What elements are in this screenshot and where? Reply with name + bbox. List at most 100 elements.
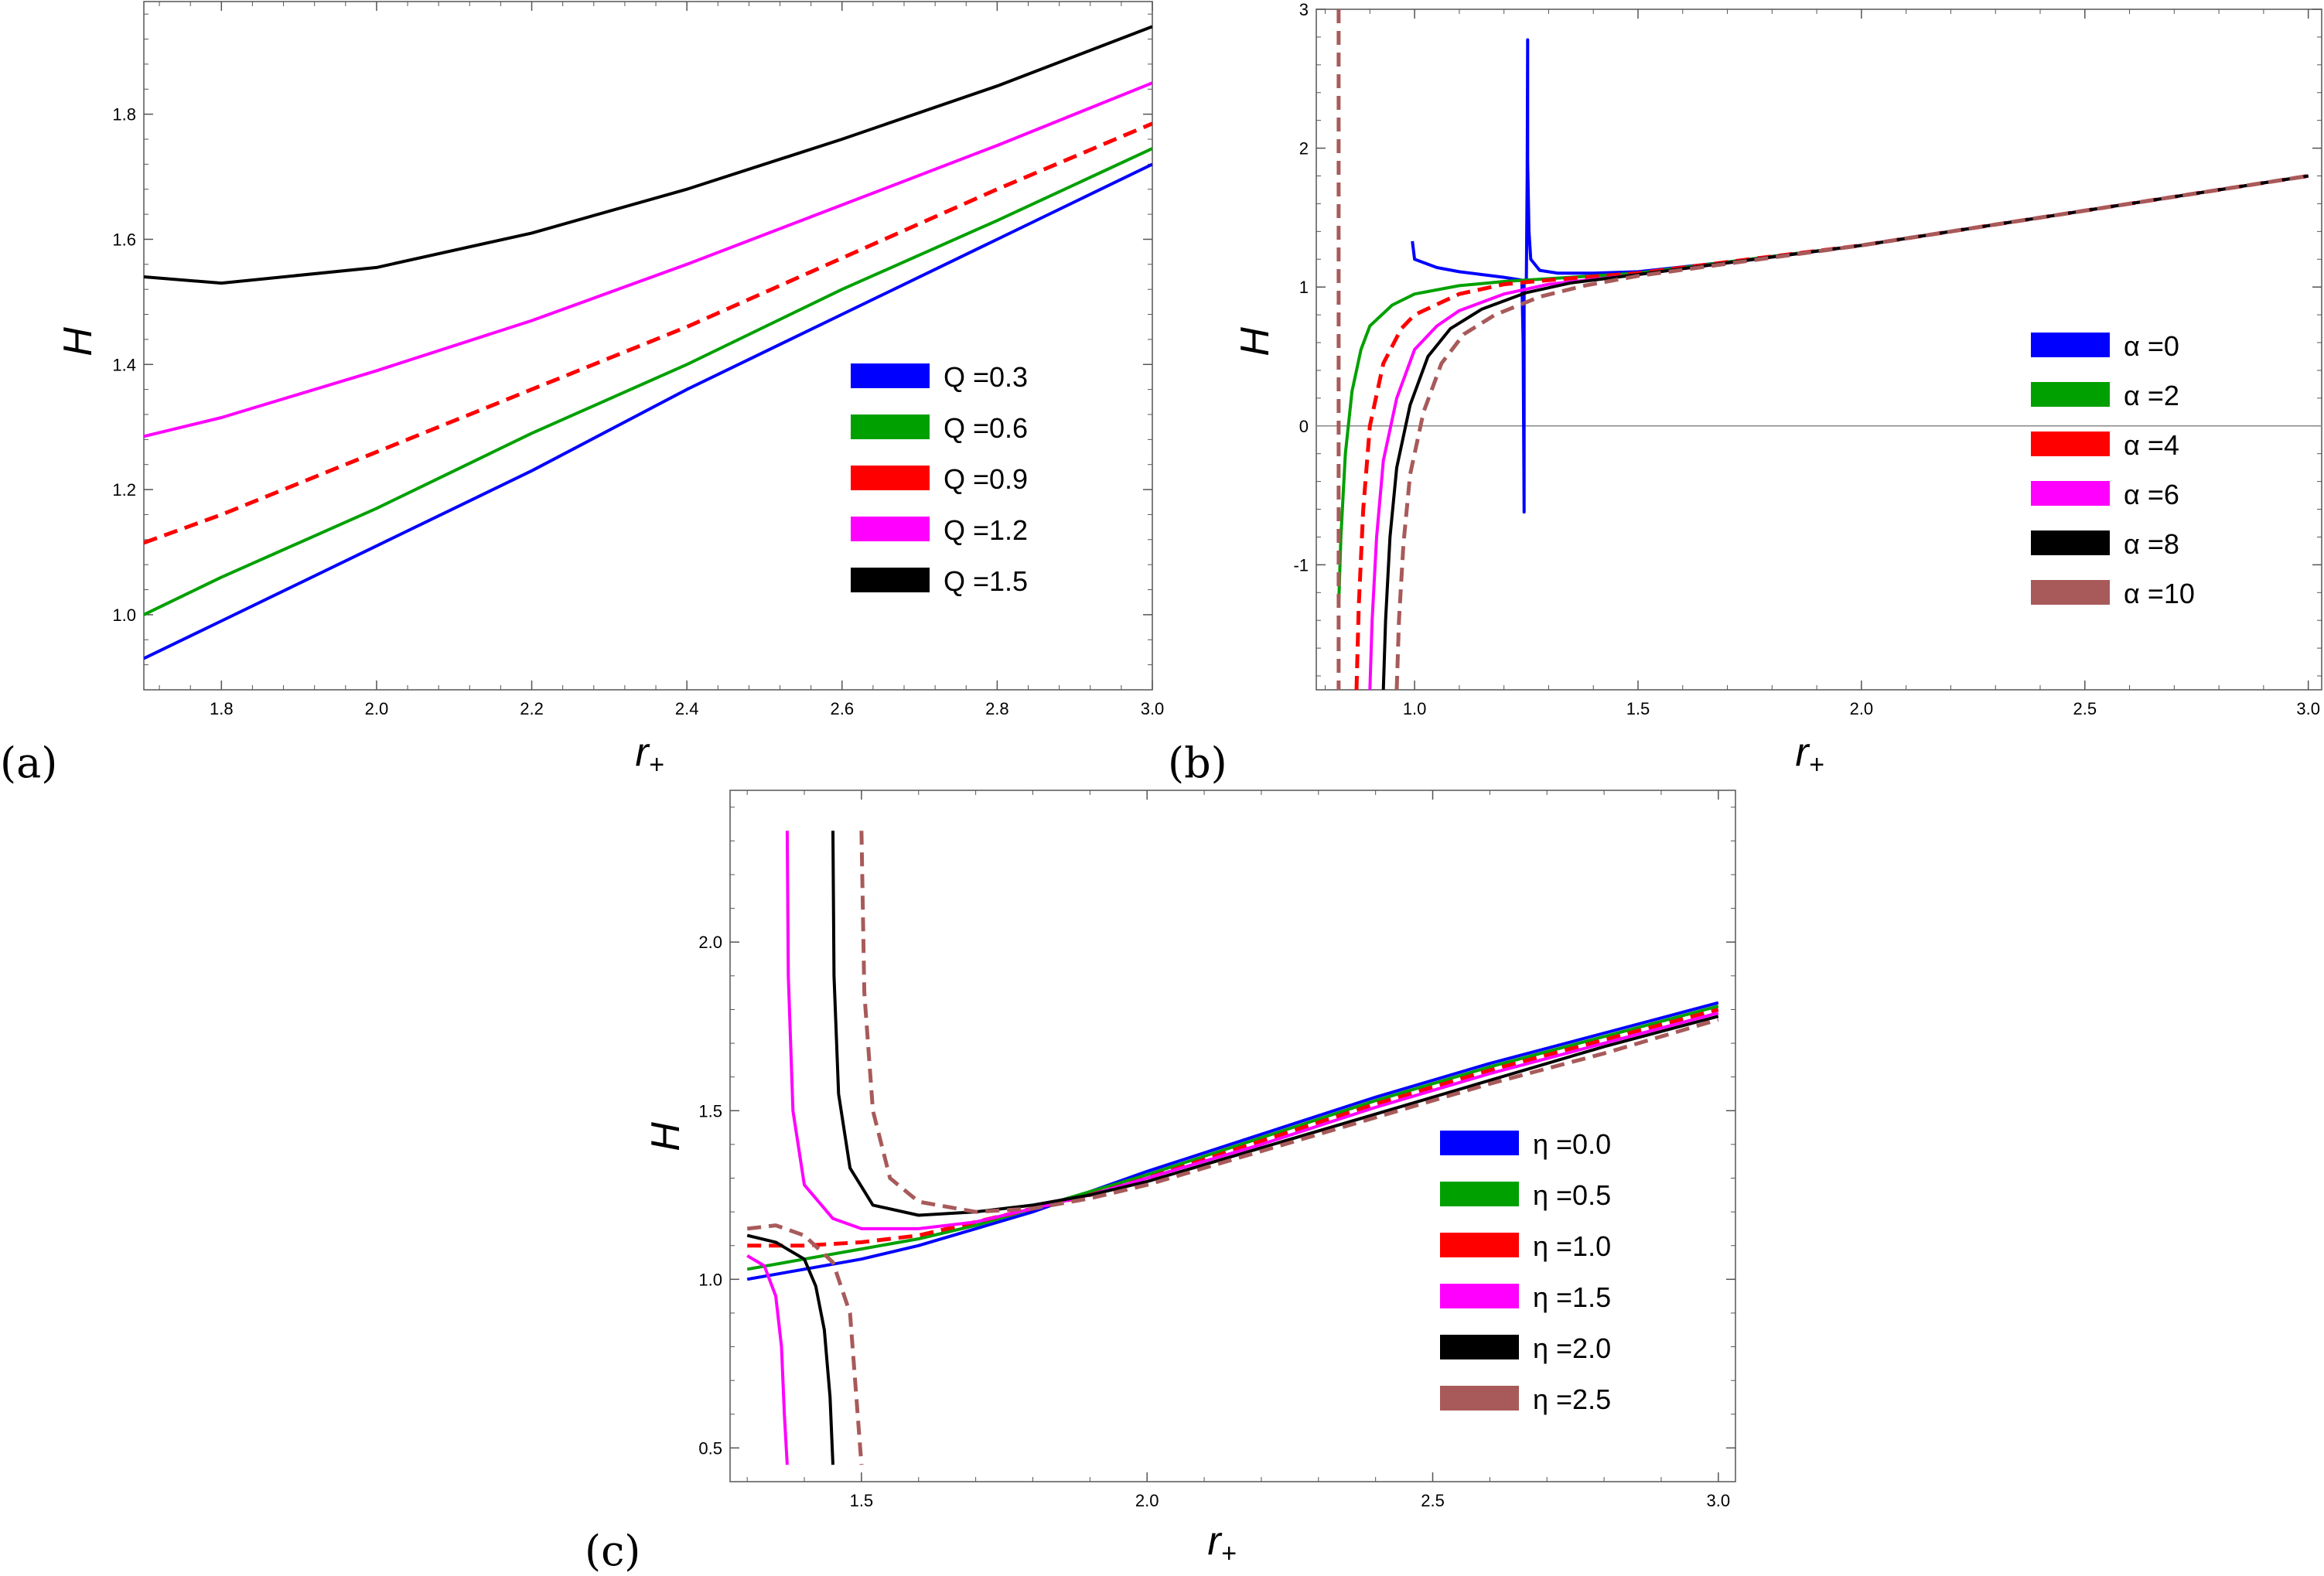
legend-label-0: α =0 bbox=[2124, 330, 2179, 362]
y-tick-label: 1.8 bbox=[112, 105, 136, 125]
series-line-2.5 bbox=[746, 1223, 864, 1465]
x-axis-label: r+ bbox=[635, 730, 664, 779]
x-tick-label: 2.0 bbox=[1850, 699, 1874, 718]
y-tick-label: 2 bbox=[1299, 139, 1309, 159]
legend-swatch-4 bbox=[2031, 432, 2110, 456]
series-line-2.0 bbox=[746, 1233, 834, 1465]
x-axis-label-base: r bbox=[1795, 730, 1810, 775]
series-line-1.5 bbox=[785, 831, 1719, 1230]
legend-label-1.2: Q =1.2 bbox=[944, 514, 1028, 546]
x-tick-label: 2.8 bbox=[985, 699, 1009, 718]
series-line-1.5 bbox=[144, 25, 1152, 285]
plot-area bbox=[1336, 9, 2309, 690]
y-tick-label: 1.5 bbox=[698, 1101, 722, 1121]
y-axis-label: H bbox=[643, 1122, 688, 1151]
series-line-2.5 bbox=[859, 831, 1719, 1214]
y-tick-label: 1.2 bbox=[112, 480, 136, 500]
plot-frame bbox=[143, 1, 1153, 691]
legend-label-1.5: Q =1.5 bbox=[944, 565, 1028, 597]
series-line-10 bbox=[1394, 174, 2309, 690]
legend-swatch-6 bbox=[2031, 481, 2110, 506]
legend-label-0.3: Q =0.3 bbox=[944, 361, 1028, 393]
y-tick-label: 1 bbox=[1299, 278, 1309, 297]
x-tick-label: 1.8 bbox=[210, 699, 234, 718]
legend-swatch-2.0 bbox=[1440, 1335, 1519, 1359]
x-tick-label: 2.0 bbox=[365, 699, 389, 718]
legend-label-4: α =4 bbox=[2124, 429, 2179, 461]
series-line-0.9 bbox=[144, 121, 1152, 545]
legend-label-8: α =8 bbox=[2124, 528, 2179, 560]
legend-label-0.5: η =0.5 bbox=[1533, 1179, 1611, 1211]
x-tick-label: 2.0 bbox=[1135, 1491, 1159, 1510]
legend-swatch-1.5 bbox=[1440, 1284, 1519, 1308]
x-tick-label: 2.5 bbox=[1421, 1491, 1445, 1510]
legend-swatch-0.9 bbox=[851, 466, 930, 490]
legend-label-0.0: η =0.0 bbox=[1533, 1128, 1611, 1160]
x-tick-label: 1.5 bbox=[850, 1491, 874, 1510]
legend-swatch-10 bbox=[2031, 580, 2110, 605]
x-tick-label: 3.0 bbox=[1141, 699, 1165, 718]
x-tick-label: 1.5 bbox=[1626, 699, 1650, 718]
x-axis-label: r+ bbox=[1795, 730, 1824, 779]
series-line-0.3 bbox=[144, 162, 1152, 660]
legend-label-1.0: η =1.0 bbox=[1533, 1230, 1611, 1262]
y-tick-label: 1.6 bbox=[112, 230, 136, 249]
legend-swatch-0 bbox=[2031, 333, 2110, 357]
legend: Q =0.3 Q =0.6 Q =0.9 Q =1.2 Q =1.5 bbox=[851, 361, 1028, 597]
legend-swatch-2 bbox=[2031, 382, 2110, 407]
chart-panel-3: 1.5 2.0 2.5 3.0 0.5 1.0 1.5 2.0 η =0.0 η =0.5 η =1… bbox=[585, 790, 1736, 1575]
legend-label-1.5: η =1.5 bbox=[1533, 1281, 1611, 1313]
panel-tag: (a) bbox=[0, 739, 57, 787]
series-line-1.2 bbox=[144, 81, 1152, 438]
y-tick-label: -1 bbox=[1293, 555, 1309, 575]
series-line-0.5 bbox=[746, 1005, 1719, 1271]
plot-frame bbox=[729, 790, 1736, 1482]
x-tick-label: 3.0 bbox=[1707, 1491, 1731, 1510]
legend-swatch-0.5 bbox=[1440, 1182, 1519, 1206]
panel-tag: (b) bbox=[1168, 739, 1227, 787]
plot-area bbox=[746, 831, 1719, 1465]
x-tick-label: 3.0 bbox=[2296, 699, 2320, 718]
x-tick-label: 2.6 bbox=[830, 699, 854, 718]
x-tick-label: 2.2 bbox=[520, 699, 544, 718]
y-tick-label: 2.0 bbox=[698, 933, 722, 952]
x-tick-label: 2.5 bbox=[2073, 699, 2097, 718]
legend-swatch-1.2 bbox=[851, 517, 930, 541]
x-axis-label-sub: + bbox=[1221, 1539, 1237, 1568]
y-tick-label: 0 bbox=[1299, 417, 1309, 436]
chart-panel-1: 1.8 2.0 2.2 2.4 2.6 2.8 3.0 1.0 1.2 1.4 1.6 1.8 Q =0… bbox=[0, 1, 1165, 787]
legend: α =0 α =2 α =4 α =6 α =8 α =10 bbox=[2031, 330, 2195, 609]
series-line-1.5 bbox=[746, 1254, 789, 1465]
series-line-2.0 bbox=[831, 831, 1719, 1217]
y-tick-label: 0.5 bbox=[698, 1438, 722, 1458]
legend-label-0.9: Q =0.9 bbox=[944, 463, 1028, 495]
legend-swatch-2.5 bbox=[1440, 1386, 1519, 1411]
x-axis-label-sub: + bbox=[649, 750, 664, 779]
legend-swatch-1.5 bbox=[851, 568, 930, 592]
legend-swatch-0.3 bbox=[851, 363, 930, 388]
x-axis-label-sub: + bbox=[1809, 750, 1824, 779]
legend-label-6: α =6 bbox=[2124, 479, 2179, 510]
x-tick-label: 1.0 bbox=[1403, 699, 1427, 718]
legend-swatch-1.0 bbox=[1440, 1233, 1519, 1257]
legend-swatch-0.6 bbox=[851, 414, 930, 439]
x-axis-label-base: r bbox=[1207, 1519, 1223, 1564]
legend-label-2.5: η =2.5 bbox=[1533, 1383, 1611, 1415]
legend-swatch-8 bbox=[2031, 530, 2110, 555]
y-tick-label: 3 bbox=[1299, 0, 1309, 19]
x-axis-label: r+ bbox=[1207, 1519, 1236, 1568]
plot-area bbox=[144, 25, 1152, 660]
legend-label-2: α =2 bbox=[2124, 380, 2179, 411]
x-tick-label: 2.4 bbox=[675, 699, 699, 718]
legend-label-10: α =10 bbox=[2124, 578, 2195, 609]
legend-label-0.6: Q =0.6 bbox=[944, 412, 1028, 444]
legend-swatch-0.0 bbox=[1440, 1131, 1519, 1155]
y-tick-label: 1.0 bbox=[698, 1270, 722, 1289]
series-line-0.6 bbox=[144, 147, 1152, 616]
panel-tag: (c) bbox=[585, 1527, 640, 1575]
y-axis-label: H bbox=[56, 327, 101, 356]
y-axis-label: H bbox=[1233, 327, 1278, 356]
legend-label-2.0: η =2.0 bbox=[1533, 1332, 1611, 1364]
